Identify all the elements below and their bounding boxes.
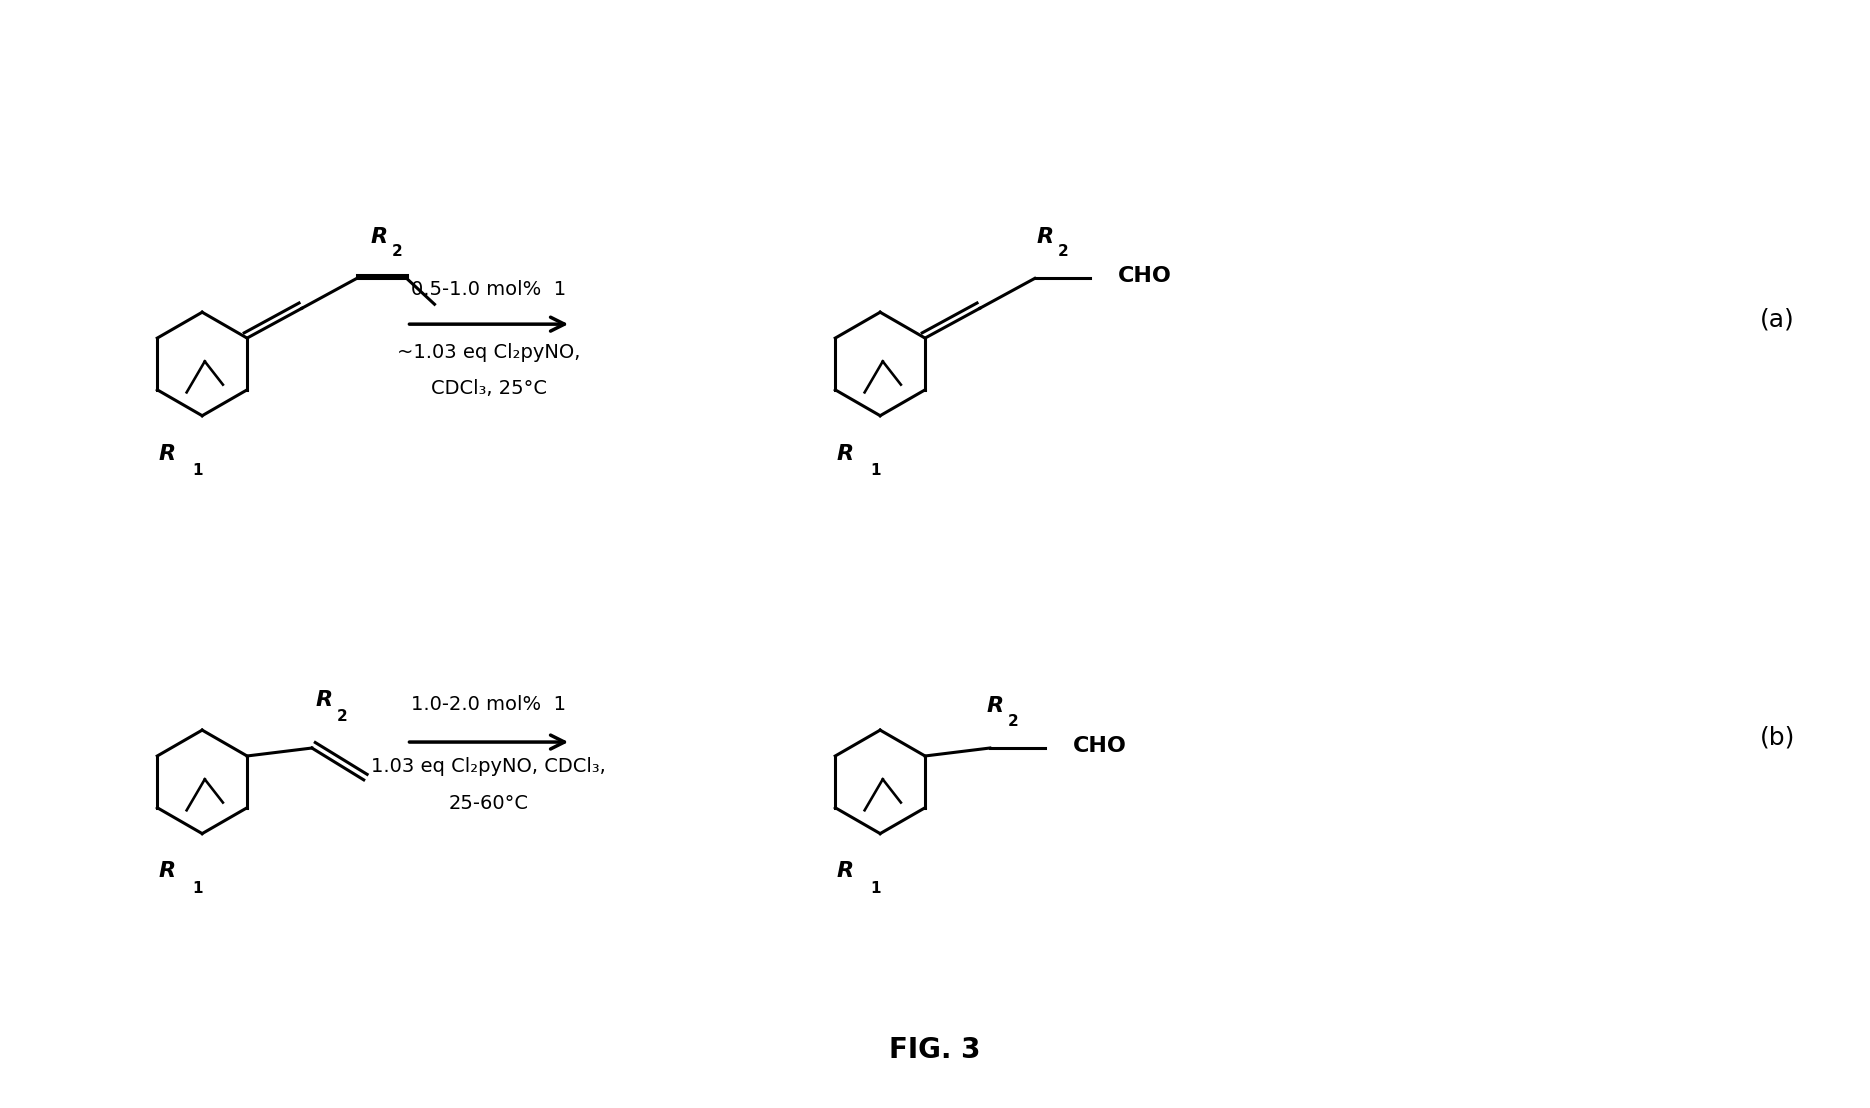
Text: CHO: CHO [1118, 266, 1171, 286]
Text: 2: 2 [337, 709, 348, 724]
Text: R: R [370, 227, 387, 247]
Text: 25-60°C: 25-60°C [449, 794, 529, 813]
Text: R: R [985, 696, 1004, 716]
Text: R: R [316, 690, 333, 710]
Text: R: R [159, 443, 176, 463]
Text: R: R [836, 861, 855, 881]
Text: FIG. 3: FIG. 3 [890, 1036, 980, 1065]
Text: R: R [159, 861, 176, 881]
Text: 1.03 eq Cl₂pyNO, CDCl₃,: 1.03 eq Cl₂pyNO, CDCl₃, [372, 758, 606, 777]
Text: R: R [1036, 227, 1053, 247]
Text: ~1.03 eq Cl₂pyNO,: ~1.03 eq Cl₂pyNO, [396, 342, 580, 361]
Text: (b): (b) [1760, 725, 1795, 749]
Text: R: R [836, 443, 855, 463]
Text: (a): (a) [1760, 307, 1795, 331]
Text: 1.0-2.0 mol%  1: 1.0-2.0 mol% 1 [411, 695, 567, 714]
Text: 0.5-1.0 mol%  1: 0.5-1.0 mol% 1 [411, 280, 567, 299]
Text: 1: 1 [193, 463, 202, 478]
Text: 1: 1 [193, 881, 202, 895]
Text: 2: 2 [1008, 714, 1017, 729]
Text: 1: 1 [870, 463, 881, 478]
Text: 2: 2 [391, 244, 402, 259]
Text: 2: 2 [1057, 244, 1068, 259]
Text: CDCl₃, 25°C: CDCl₃, 25°C [430, 379, 546, 399]
Text: 1: 1 [870, 881, 881, 895]
Text: CHO: CHO [1073, 736, 1126, 756]
